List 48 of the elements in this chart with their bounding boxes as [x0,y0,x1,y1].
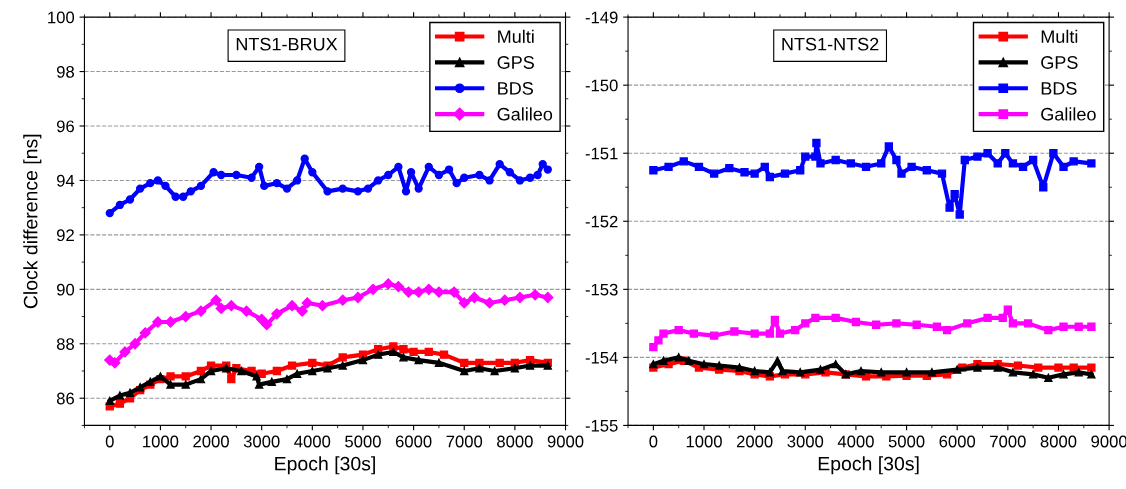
x-tick-label: 0 [105,435,114,448]
legend-label: GPS [497,56,534,69]
legend-label: GPS [1041,56,1078,69]
y-tick-label: 90 [56,283,75,296]
y-tick-label: -154 [585,351,618,364]
x-tick-label: 5000 [888,435,925,448]
y-axis-title: Clock difference [ns] [23,134,42,309]
y-tick-label: -151 [585,147,618,160]
x-tick-label: 5000 [345,435,381,448]
x-tick-label: 8000 [497,435,533,448]
x-tick-label: 3000 [787,435,824,448]
legend-label: Multi [1041,29,1078,44]
y-tick-label: 96 [56,120,74,133]
legend-label: Galileo [1041,107,1096,121]
y-tick-label: -149 [585,11,618,24]
x-tick-label: 6000 [395,435,432,448]
y-tick-label: 86 [56,392,74,405]
annotation: NTS1-BRUX [236,37,338,51]
x-tick-label: 8000 [1040,435,1077,448]
annotation: NTS1-NTS2 [782,37,879,51]
x-tick-label: 4000 [294,435,331,448]
x-tick-label: 9000 [547,435,584,448]
y-tick-label: 88 [56,338,74,350]
y-tick-label: -153 [585,283,618,296]
legend-label: BDS [498,81,533,95]
x-tick-label: 2000 [736,435,773,448]
x-axis-title: Epoch [30s] [818,456,919,475]
x-tick-label: 1000 [686,435,722,448]
y-tick-label: 100 [48,11,75,24]
y-tick-label: 92 [56,229,74,242]
y-tick-label: 98 [56,65,74,78]
x-tick-label: 7000 [446,435,483,448]
x-tick-label: 9000 [1091,435,1126,448]
x-tick-label: 6000 [939,435,976,448]
legend-label: BDS [1041,81,1077,95]
x-tick-label: 2000 [193,435,229,448]
legend-label: Multi [498,29,534,44]
x-tick-label: 3000 [243,435,280,448]
legend-label: Galileo [497,107,553,121]
x-tick-label: 4000 [837,435,874,448]
y-tick-label: -155 [585,420,618,432]
x-tick-label: 7000 [990,435,1026,448]
x-tick-label: 0 [649,435,658,448]
x-axis-title: Epoch [30s] [275,456,375,475]
y-tick-label: -150 [585,79,618,92]
x-tick-label: 1000 [143,435,179,448]
y-tick-label: 94 [56,174,75,187]
y-tick-label: -152 [585,215,618,228]
